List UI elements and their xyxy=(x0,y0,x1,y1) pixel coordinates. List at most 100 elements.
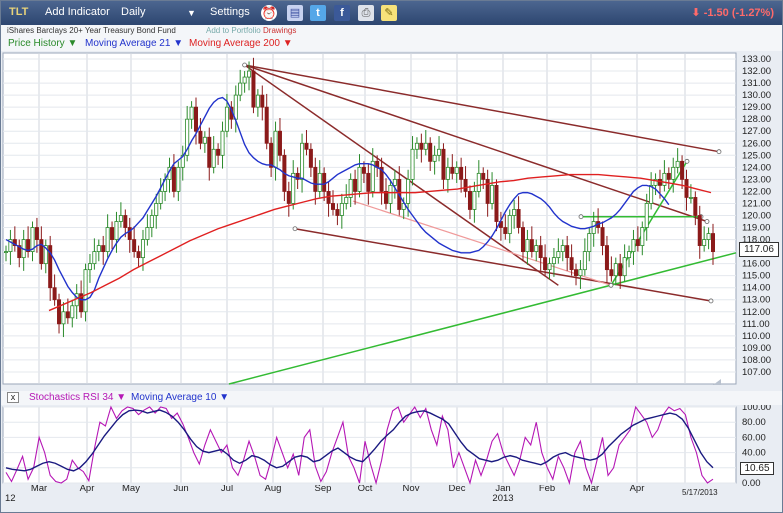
candle-body xyxy=(631,239,636,252)
candle-body xyxy=(675,160,680,168)
candle-body xyxy=(308,148,313,168)
candle-body xyxy=(339,203,344,216)
candle-body xyxy=(96,245,101,252)
ticker-symbol[interactable]: TLT xyxy=(9,6,29,18)
candle-body xyxy=(569,257,574,271)
stochastics-moving-average-line xyxy=(5,409,714,472)
candle-body xyxy=(604,245,609,271)
y-tick-label: 123.00 xyxy=(742,174,771,185)
candle-body xyxy=(26,239,31,252)
candle-body xyxy=(291,172,296,204)
candle-body xyxy=(92,251,97,265)
candle-body xyxy=(8,239,13,252)
candle-body xyxy=(529,239,534,252)
candle-body xyxy=(525,239,530,252)
moving-average-200-line xyxy=(48,173,712,312)
note-icon[interactable]: ✎ xyxy=(381,5,397,21)
candle-body xyxy=(286,191,291,204)
report-icon[interactable]: ▤ xyxy=(287,5,303,21)
candle-body xyxy=(295,172,300,180)
legend-stochastics-rsi[interactable]: Stochastics RSI 34 ▼ xyxy=(29,392,127,403)
y-tick-label: 132.00 xyxy=(742,66,771,77)
candle-body xyxy=(591,221,596,234)
stochastics-y-tick-label: 100.00 xyxy=(742,405,771,413)
candle-body xyxy=(211,148,216,168)
candle-body xyxy=(136,251,141,259)
y-tick-label: 126.00 xyxy=(742,138,771,149)
y-tick-label: 116.00 xyxy=(742,259,770,270)
twitter-icon[interactable]: t xyxy=(310,5,326,21)
candle-body xyxy=(428,142,433,162)
chevron-down-icon[interactable]: ▼ xyxy=(187,8,196,18)
drawings-link[interactable]: Drawings xyxy=(263,26,297,35)
candle-body xyxy=(649,184,654,204)
candle-body xyxy=(560,245,565,252)
candle-body xyxy=(317,172,322,192)
legend-moving-average-21[interactable]: Moving Average 21 ▼ xyxy=(85,38,184,49)
candle-body xyxy=(194,106,199,132)
last-stochastics-label: 10.65 xyxy=(740,462,774,475)
print-icon[interactable]: ⎙ xyxy=(358,5,374,21)
price-chart[interactable]: 133.00132.00131.00130.00129.00128.00127.… xyxy=(1,51,782,386)
candle-body xyxy=(711,233,716,253)
close-icon[interactable]: x xyxy=(7,392,19,403)
x-tick-label: Sep xyxy=(315,485,332,494)
x-tick-label: Jun xyxy=(173,485,188,494)
legend-price-history[interactable]: Price History ▼ xyxy=(8,38,78,49)
trendline-upper xyxy=(244,64,720,153)
candle-body xyxy=(494,184,499,222)
x-tick-label: Oct xyxy=(358,485,373,494)
x-tick-label: Feb xyxy=(539,485,555,494)
candle-body xyxy=(627,251,632,259)
candle-body xyxy=(384,191,389,204)
candle-body xyxy=(635,239,640,246)
candle-body xyxy=(335,209,340,216)
legend-stochastics-moving-average[interactable]: Moving Average 10 ▼ xyxy=(131,392,230,403)
add-indicator-button[interactable]: Add Indicator xyxy=(45,6,110,18)
candle-body xyxy=(171,166,176,192)
trendline-light xyxy=(352,200,612,286)
y-tick-label: 110.00 xyxy=(742,331,770,342)
y-tick-label: 120.00 xyxy=(742,210,771,221)
stochastics-y-tick-label: 40.00 xyxy=(742,448,766,459)
candle-body xyxy=(260,94,265,108)
y-tick-label: 107.00 xyxy=(742,367,771,378)
resize-grip-icon xyxy=(713,379,721,385)
support-line xyxy=(228,252,737,385)
alarm-clock-icon[interactable]: ⏰ xyxy=(261,5,277,21)
candle-body xyxy=(600,227,605,246)
stochastics-rsi-line xyxy=(5,405,714,486)
candle-body xyxy=(644,203,649,228)
candle-body xyxy=(520,227,525,252)
legend-moving-average-200[interactable]: Moving Average 200 ▼ xyxy=(189,38,293,49)
candle-body xyxy=(300,142,305,180)
y-tick-label: 115.00 xyxy=(742,271,770,282)
drawing-anchor-point xyxy=(684,158,690,164)
y-tick-label: 131.00 xyxy=(742,78,771,89)
candle-body xyxy=(70,305,75,319)
candle-body xyxy=(140,239,145,259)
candle-body xyxy=(414,142,419,150)
candle-body xyxy=(361,166,366,174)
candle-body xyxy=(216,148,221,156)
drawing-anchor-point xyxy=(292,226,298,232)
period-select[interactable]: Daily xyxy=(121,6,146,18)
drawing-anchor-point xyxy=(608,282,614,288)
drawing-anchor-point xyxy=(716,149,722,155)
candle-body xyxy=(357,166,362,192)
facebook-icon[interactable]: f xyxy=(334,5,350,21)
candle-body xyxy=(366,172,371,192)
candle-body xyxy=(353,178,358,192)
candle-body xyxy=(43,245,48,265)
candle-body xyxy=(587,233,592,253)
candle-body xyxy=(158,191,163,204)
y-tick-label: 121.00 xyxy=(742,198,771,209)
add-to-portfolio-link[interactable]: Add to Portfolio xyxy=(206,26,261,35)
y-tick-label: 122.00 xyxy=(742,186,771,197)
x-tick-label: 12 xyxy=(5,493,16,504)
settings-button[interactable]: Settings xyxy=(210,6,250,18)
trendline-lower xyxy=(294,227,712,302)
candle-body xyxy=(410,148,415,180)
candle-body xyxy=(176,166,181,192)
